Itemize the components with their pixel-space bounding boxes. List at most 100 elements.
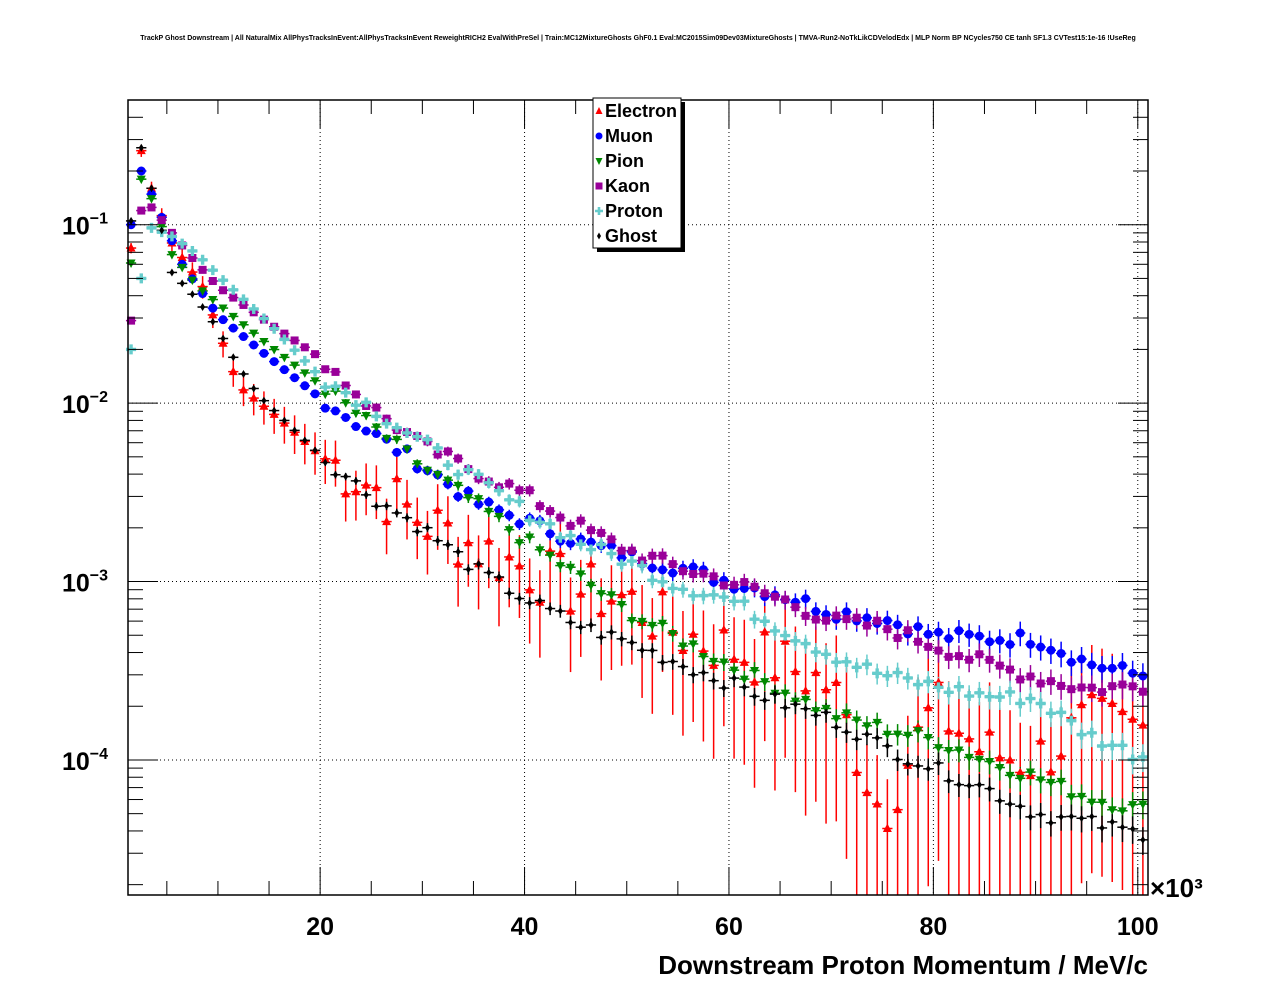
marker-muon [494,505,504,515]
x-axis-label: Downstream Proton Momentum / MeV/c [658,950,1148,980]
marker-electron [412,517,422,526]
legend-entry: Kaon [595,176,650,196]
marker-proton [657,576,668,587]
marker-kaon [443,447,452,456]
marker-ghost [537,596,543,605]
marker-electron [228,366,238,376]
marker-pion [443,476,453,486]
marker-ghost [169,268,175,277]
x-tick-label: 60 [715,913,743,941]
marker-electron [852,767,862,777]
marker-kaon [290,336,299,345]
marker-electron [259,401,269,410]
marker-pion [177,263,187,273]
marker-proton [677,584,688,595]
marker-electron [1128,714,1138,723]
marker-pion [187,276,197,286]
marker-kaon [188,254,197,263]
marker-muon [739,583,749,593]
marker-proton [555,532,566,543]
marker-muon [974,631,984,641]
marker-proton [1056,707,1067,718]
marker-ghost [976,780,982,789]
marker-muon [995,635,1005,645]
marker-electron [1117,706,1127,716]
legend-marker-icon [595,132,603,140]
marker-proton [1035,698,1046,709]
marker-pion [1005,771,1015,781]
marker-muon [668,568,678,578]
legend-entry: Ghost [597,226,657,246]
marker-ghost [210,317,216,326]
legend-label: Ghost [605,226,657,246]
marker-pion [545,551,555,561]
marker-pion [1117,807,1127,816]
marker-kaon [505,479,514,488]
marker-pion [811,707,821,716]
marker-muon [341,412,351,422]
marker-pion [974,755,984,765]
marker-ghost [895,755,901,764]
marker-electron [933,677,943,686]
legend-label: Kaon [605,176,650,196]
marker-muon [320,403,330,413]
marker-ghost [1109,817,1115,826]
marker-pion [1046,778,1056,788]
marker-muon [964,629,974,639]
marker-electron [862,787,872,797]
x-tick-label: 100 [1117,913,1159,941]
marker-muon [586,537,596,547]
marker-proton [453,469,464,480]
marker-ghost [1007,800,1013,809]
marker-kaon [311,350,320,359]
marker-kaon [157,216,166,225]
marker-proton [810,647,821,658]
marker-electron [1015,767,1025,776]
marker-pion [1066,793,1076,802]
marker-pion [739,675,749,685]
marker-ghost [752,692,758,701]
marker-proton [1025,693,1036,704]
marker-proton [647,575,658,586]
marker-kaon [1098,688,1107,697]
marker-pion [330,387,340,397]
marker-proton [1117,740,1128,751]
marker-kaon [658,551,667,560]
marker-kaon [883,625,892,634]
marker-ghost [312,446,318,455]
marker-electron [821,684,831,694]
marker-pion [872,718,882,728]
marker-kaon [842,615,851,624]
marker-pion [698,652,708,662]
marker-proton [769,625,780,636]
marker-pion [606,591,616,600]
marker-kaon [975,650,984,659]
marker-muon [310,389,320,399]
marker-ghost [803,704,809,713]
marker-pion [647,621,657,631]
marker-pion [136,175,146,185]
marker-pion [1077,792,1087,802]
marker-ghost [527,598,533,607]
marker-electron [504,551,514,561]
marker-electron [995,752,1005,762]
marker-proton [923,676,934,687]
marker-muon [474,499,484,509]
marker-pion [576,570,586,579]
marker-pion [310,377,320,386]
marker-ghost [261,396,267,405]
marker-electron [1056,751,1066,760]
x-tick-label: 20 [306,913,334,941]
legend-label: Electron [605,101,677,121]
marker-kaon [1087,683,1096,692]
marker-ghost [363,490,369,499]
marker-proton [565,530,576,541]
marker-ghost [281,416,287,425]
marker-kaon [862,621,871,630]
marker-ghost [823,708,829,717]
marker-electron [1046,767,1056,776]
marker-kaon [1036,679,1045,688]
marker-pion [249,329,259,339]
marker-kaon [740,578,749,587]
